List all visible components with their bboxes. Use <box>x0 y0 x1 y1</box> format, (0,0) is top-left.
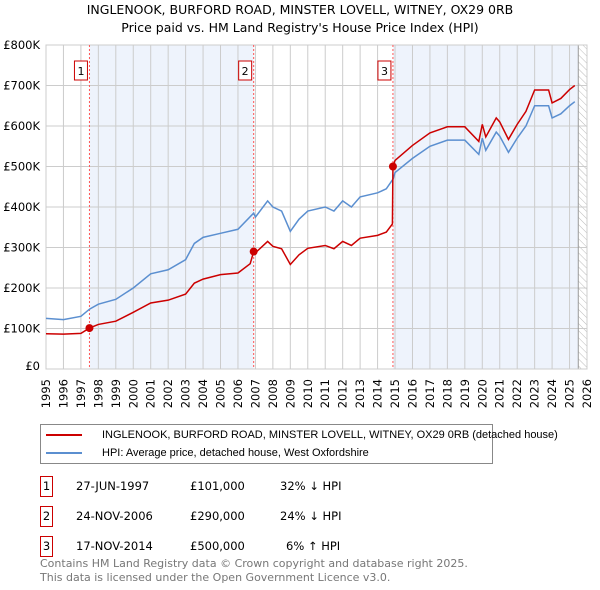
legend-label: INGLENOOK, BURFORD ROAD, MINSTER LOVELL,… <box>102 429 558 441</box>
x-tick-label: 1999 <box>109 379 123 408</box>
x-tick-label: 2025 <box>563 379 577 408</box>
sale-price: £290,000 <box>190 509 245 523</box>
x-tick-label: 2022 <box>510 379 524 408</box>
y-tick-label: £100K <box>3 322 40 336</box>
sale-date: 27-JUN-1997 <box>76 479 150 493</box>
y-tick-label: £800K <box>3 38 40 52</box>
sale-label-box <box>73 60 88 81</box>
y-tick-label: £400K <box>3 200 40 214</box>
series-line <box>45 101 576 321</box>
y-tick-label: £600K <box>3 119 40 133</box>
chart-svg: 1995 1996 1997 1998 1999 2000 2001 2002 2003 2004… <box>3 38 594 408</box>
x-tick-label: 2008 <box>266 379 280 408</box>
x-tick-label: 1996 <box>56 379 70 408</box>
x-tick-label: 2009 <box>283 379 297 408</box>
x-tick-label: 2016 <box>405 379 419 408</box>
sale-point <box>388 162 397 171</box>
x-tick-label: 2000 <box>126 379 140 408</box>
x-tick-label: 2005 <box>214 379 228 408</box>
x-tick-label: 2011 <box>318 379 332 408</box>
x-tick-label: 2003 <box>179 379 193 408</box>
x-tick-label: 2006 <box>231 379 245 408</box>
x-tick-label: 2001 <box>144 379 158 408</box>
x-tick-label: 2012 <box>336 379 350 408</box>
legend-item-hpi: HPI: Average price, detached house, West… <box>41 445 369 461</box>
sale-hpi: 32% ↓ HPI <box>280 479 342 493</box>
sale-date: 17-NOV-2014 <box>76 539 153 553</box>
sale-hpi: 6% ↑ HPI <box>286 539 341 553</box>
x-tick-label: 2026 <box>580 379 594 408</box>
y-tick-label: £300K <box>3 241 40 255</box>
x-tick-label: 1998 <box>91 379 105 408</box>
sale-point <box>85 324 94 333</box>
footer: Contains HM Land Registry data © Crown c… <box>40 557 468 585</box>
series-line <box>45 84 576 335</box>
x-tick-label: 1995 <box>39 379 53 408</box>
x-tick-label: 2013 <box>353 379 367 408</box>
chart-subtitle: Price paid vs. HM Land Registry's House … <box>121 20 479 35</box>
x-tick-label: 2023 <box>528 379 542 408</box>
legend-swatch-blue <box>46 452 82 454</box>
sale-label-box <box>377 60 392 81</box>
x-tick-label: 2004 <box>196 379 210 408</box>
x-tick-label: 2010 <box>301 379 315 408</box>
sale-date: 24-NOV-2006 <box>76 509 153 523</box>
x-tick-label: 2007 <box>248 379 262 408</box>
legend-swatch-red <box>46 434 82 436</box>
chart-title: INGLENOOK, BURFORD ROAD, MINSTER LOVELL,… <box>86 2 514 17</box>
plot-frame <box>45 44 588 370</box>
x-tick-label: 2024 <box>545 379 559 408</box>
legend: INGLENOOK, BURFORD ROAD, MINSTER LOVELL,… <box>40 424 558 464</box>
sale-marker: 3 <box>40 536 53 557</box>
footer-licence: This data is licensed under the Open Gov… <box>40 571 391 584</box>
x-tick-label: 2017 <box>423 379 437 408</box>
sale-label: 1 <box>77 65 84 78</box>
sale-price: £101,000 <box>190 479 245 493</box>
legend-item-property: INGLENOOK, BURFORD ROAD, MINSTER LOVELL,… <box>41 427 558 443</box>
y-tick-label: £700K <box>3 79 40 93</box>
sale-point <box>249 247 258 256</box>
x-tick-label: 2021 <box>493 379 507 408</box>
sale-hpi: 24% ↓ HPI <box>280 509 342 523</box>
x-tick-label: 2018 <box>440 379 454 408</box>
sale-price: £500,000 <box>190 539 245 553</box>
sale-marker: 1 <box>40 476 53 497</box>
sale-marker: 2 <box>40 506 53 527</box>
x-tick-label: 2015 <box>388 379 402 408</box>
y-tick-label: £0 <box>25 359 40 373</box>
footer-copyright: Contains HM Land Registry data © Crown c… <box>40 557 468 570</box>
sale-label: 3 <box>381 65 388 78</box>
sale-label: 2 <box>242 65 249 78</box>
x-tick-label: 2020 <box>475 379 489 408</box>
x-tick-label: 2019 <box>458 379 472 408</box>
x-tick-label: 1997 <box>74 379 88 408</box>
legend-label: HPI: Average price, detached house, West… <box>102 447 369 459</box>
sale-label-box <box>238 60 253 81</box>
x-tick-label: 2002 <box>161 379 175 408</box>
x-tick-label: 2014 <box>371 379 385 408</box>
y-tick-label: £500K <box>3 160 40 174</box>
y-tick-label: £200K <box>3 281 40 295</box>
